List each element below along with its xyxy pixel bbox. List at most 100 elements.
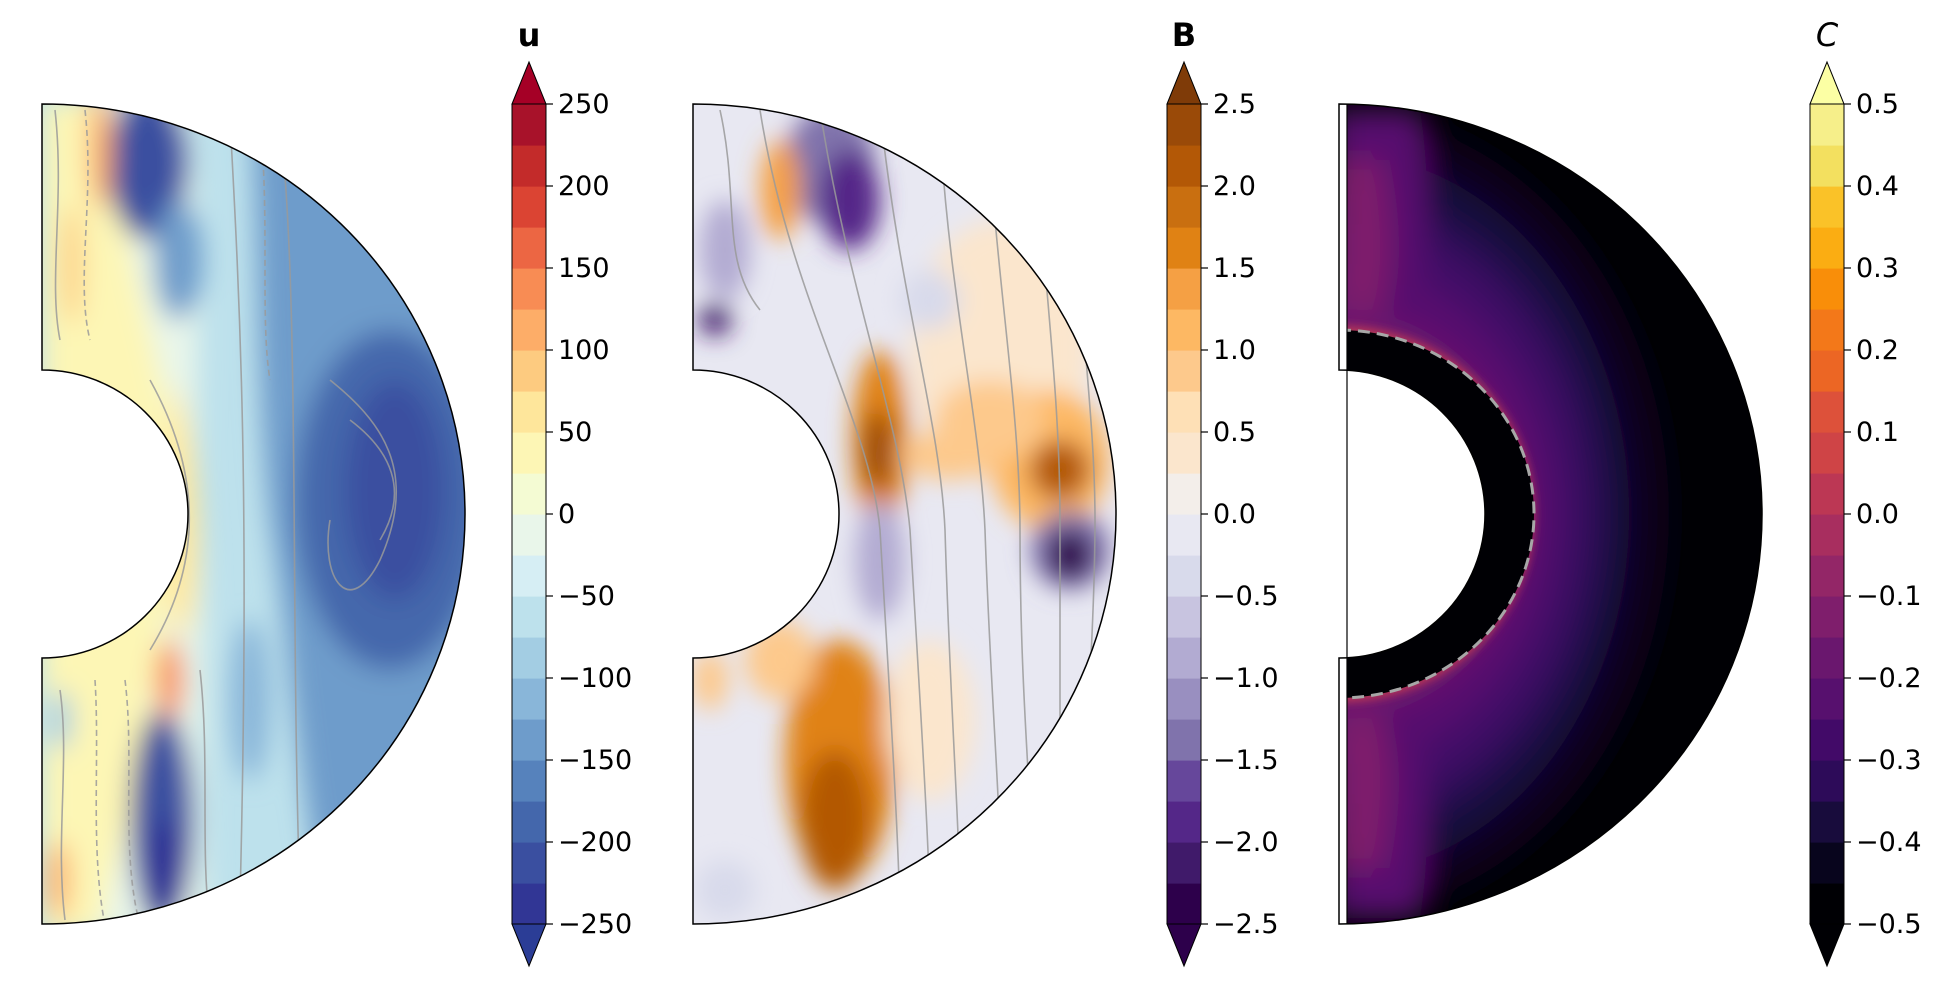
- c-colorbar-bin: [1810, 596, 1844, 638]
- b-colorbar-tick-label: 0.0: [1213, 499, 1256, 530]
- b-colorbar-tick-label: 0.5: [1213, 417, 1256, 448]
- u-colorbar-tick-label: 0: [558, 499, 575, 530]
- c-colorbar-bin: [1810, 432, 1844, 474]
- c-colorbar-tick-label: 0.0: [1856, 499, 1899, 530]
- b-field: [693, 104, 1116, 924]
- b-colorbar-tick-label: 2.0: [1213, 171, 1256, 202]
- c-colorbar-tick-label: −0.4: [1856, 827, 1922, 858]
- c-colorbar-bin: [1810, 145, 1844, 187]
- u-colorbar-title: u: [518, 16, 541, 54]
- c-colorbar-title: C: [1816, 16, 1839, 54]
- u-colorbar-extend-over: [511, 60, 547, 105]
- b-colorbar-tick-label: −0.5: [1213, 581, 1279, 612]
- u-colorbar-bin: [512, 432, 546, 474]
- u-colorbar-tick-label: −150: [558, 745, 632, 776]
- b-colorbar-bin: [1167, 432, 1201, 474]
- u-colorbar-extend-under: [511, 923, 547, 968]
- u-colorbar-bin: [512, 637, 546, 679]
- b-colorbar-bin: [1167, 309, 1201, 351]
- b-colorbar-bin: [1167, 596, 1201, 638]
- u-colorbar-bin: [512, 883, 546, 925]
- b-colorbar-tick-label: −1.0: [1213, 663, 1279, 694]
- c-colorbar-bin: [1810, 842, 1844, 884]
- b-shell-outline: [692, 103, 1117, 925]
- u-colorbar-bin: [512, 145, 546, 187]
- b-colorbar-bin: [1167, 760, 1201, 802]
- u-colorbar-bin: [512, 391, 546, 433]
- b-colorbar-tick-label: 1.0: [1213, 335, 1256, 366]
- b-colorbar-bin: [1167, 186, 1201, 228]
- c-colorbar-bin: [1810, 186, 1844, 228]
- c-colorbar-bin: [1810, 473, 1844, 515]
- c-colorbar-bin: [1810, 391, 1844, 433]
- panel-b: [692, 103, 1117, 925]
- u-colorbar-tick-label: −250: [558, 909, 632, 940]
- b-colorbar-bin: [1167, 350, 1201, 392]
- b-colorbar-bin: [1167, 104, 1201, 146]
- u-colorbar-bin: [512, 309, 546, 351]
- panel-c: [1338, 103, 1763, 925]
- b-colorbar-bin: [1167, 555, 1201, 597]
- c-colorbar-extend-over: [1809, 60, 1845, 105]
- u-colorbar-bin: [512, 104, 546, 146]
- c-shell-outline: [1338, 103, 1763, 925]
- u-colorbar-tick-label: 200: [558, 171, 610, 202]
- c-colorbar-bin: [1810, 514, 1844, 556]
- u-colorbar-bin: [512, 596, 546, 638]
- c-colorbar-tick-label: 0.3: [1856, 253, 1899, 284]
- u-field: [42, 104, 465, 924]
- b-colorbar-extend-under: [1166, 923, 1202, 968]
- u-colorbar-bin: [512, 473, 546, 515]
- b-colorbar-bin: [1167, 719, 1201, 761]
- u-colorbar-bin: [512, 186, 546, 228]
- c-colorbar-tick-label: 0.5: [1856, 89, 1899, 120]
- c-colorbar-bin: [1810, 227, 1844, 269]
- c-colorbar-bin: [1810, 104, 1844, 146]
- c-boundary-dashed: [1339, 328, 1536, 700]
- b-colorbar-bin: [1167, 637, 1201, 679]
- panel-u: [41, 103, 466, 925]
- u-shell-outline: [41, 103, 466, 925]
- colorbar-u: 250 200 150 100 50 0 −50 −100 −150 −200 −250 u: [511, 16, 632, 968]
- u-colorbar-bin: [512, 678, 546, 720]
- b-colorbar-extend-over: [1166, 60, 1202, 105]
- b-colorbar-tick-label: −2.0: [1213, 827, 1279, 858]
- b-colorbar-bin: [1167, 227, 1201, 269]
- u-colorbar-bin: [512, 555, 546, 597]
- b-colorbar-bin: [1167, 514, 1201, 556]
- b-colorbar-tick-label: −1.5: [1213, 745, 1279, 776]
- b-colorbar-bin: [1167, 145, 1201, 187]
- c-colorbar-bin: [1810, 268, 1844, 310]
- b-colorbar-bin: [1167, 391, 1201, 433]
- colorbar-b: 2.5 2.0 1.5 1.0 0.5 0.0 −0.5 −1.0 −1.5 −2.0 −2.5 B: [1166, 16, 1279, 968]
- u-colorbar-bin: [512, 268, 546, 310]
- u-colorbar-bin: [512, 227, 546, 269]
- b-colorbar-title: B: [1172, 16, 1196, 54]
- u-colorbar-bin: [512, 842, 546, 884]
- b-colorbar-tick-label: −2.5: [1213, 909, 1279, 940]
- u-colorbar-tick-label: 100: [558, 335, 610, 366]
- c-colorbar-tick-label: −0.1: [1856, 581, 1922, 612]
- colorbar-c: 0.5 0.4 0.3 0.2 0.1 0.0 −0.1 −0.2 −0.3 −0.4 −0.5 C: [1809, 16, 1922, 968]
- c-inner-black-layer: [1339, 330, 1534, 698]
- b-colorbar-tick-label: 2.5: [1213, 89, 1256, 120]
- u-colorbar-tick-label: 250: [558, 89, 610, 120]
- c-colorbar-tick-label: 0.4: [1856, 171, 1899, 202]
- c-colorbar-bin: [1810, 801, 1844, 843]
- c-colorbar-bin: [1810, 637, 1844, 679]
- b-colorbar-tick-label: 1.5: [1213, 253, 1256, 284]
- u-colorbar-bin: [512, 760, 546, 802]
- c-colorbar-tick-label: −0.3: [1856, 745, 1922, 776]
- u-colorbar-tick-label: −100: [558, 663, 632, 694]
- c-colorbar-tick-label: −0.5: [1856, 909, 1922, 940]
- c-colorbar-extend-under: [1809, 923, 1845, 968]
- c-colorbar-bin: [1810, 309, 1844, 351]
- b-colorbar-bin: [1167, 268, 1201, 310]
- c-colorbar-tick-label: −0.2: [1856, 663, 1922, 694]
- c-field: [1339, 104, 1762, 924]
- u-colorbar-bin: [512, 719, 546, 761]
- b-colorbar-bin: [1167, 678, 1201, 720]
- b-colorbar-bin: [1167, 842, 1201, 884]
- u-colorbar-tick-label: 150: [558, 253, 610, 284]
